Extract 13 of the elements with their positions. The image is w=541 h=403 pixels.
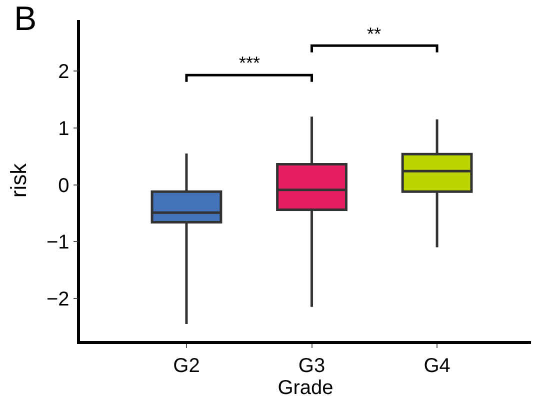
text: B: [14, 0, 37, 38]
x-tick-label: G3: [298, 354, 326, 377]
x-tick-label: G2: [173, 354, 200, 377]
x-tick-label: G4: [424, 354, 450, 377]
y-tick-label: −2: [46, 288, 70, 310]
y-tick-label: 0: [58, 174, 70, 197]
y-tick-label: −1: [46, 232, 70, 254]
y-tick-label: 1: [58, 118, 70, 140]
annotation: ***: [239, 53, 260, 73]
y-tick-label: 2: [58, 61, 70, 84]
y-axis-title: risk: [6, 162, 32, 198]
x-axis-title: Grade: [278, 376, 334, 399]
annotation: **: [367, 24, 382, 44]
